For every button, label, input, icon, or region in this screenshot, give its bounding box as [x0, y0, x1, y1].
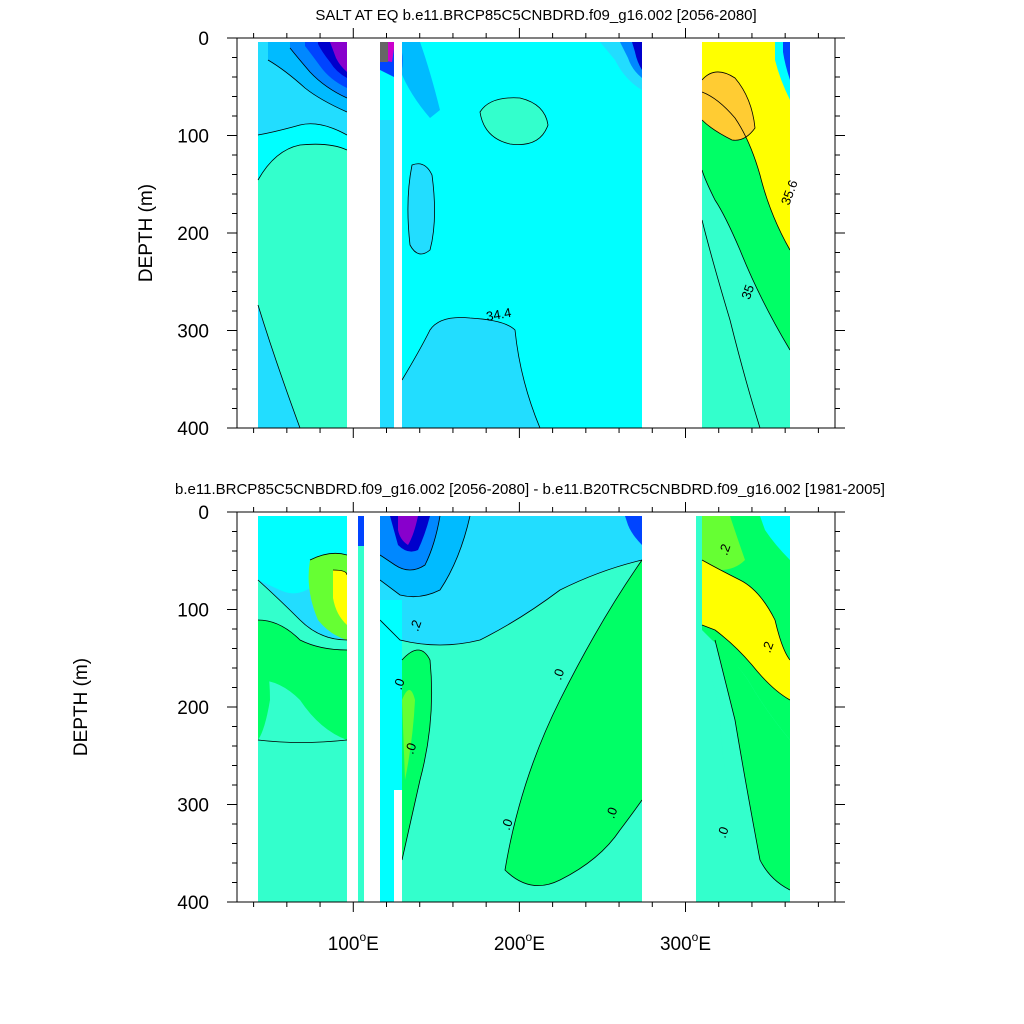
ytick-label: 300 — [177, 322, 209, 343]
panel2-contour-labels: .2 .2 .2 .0 .0 .0 .0 .0 .0 — [390, 542, 777, 840]
contour-label: .0 — [402, 741, 420, 756]
panel2-ylabel: DEPTH (m) — [71, 658, 92, 756]
ytick-label: 400 — [177, 419, 209, 440]
ytick-label: 400 — [177, 893, 209, 914]
ytick-label: 100 — [177, 601, 209, 622]
panel2-ytick-labels: 0 100 200 300 400 — [177, 503, 209, 914]
ytick-label: 0 — [198, 503, 209, 524]
contour-label: .0 — [603, 805, 621, 820]
panel1-ylabel: DEPTH (m) — [136, 184, 157, 282]
ytick-label: 200 — [177, 698, 209, 719]
panel1-ytick-labels: 0 100 200 300 400 — [177, 29, 209, 440]
panel-salinity: SALT AT EQ b.e11.BRCP85C5CNBDRD.f09_g16.… — [136, 7, 845, 440]
ytick-label: 200 — [177, 224, 209, 245]
contour-label: .2 — [759, 639, 777, 654]
panel2-title: b.e11.BRCP85C5CNBDRD.f09_g16.002 [2056-2… — [175, 481, 885, 498]
xtick-label: 100oE — [328, 930, 379, 955]
contour-label: .0 — [714, 825, 732, 840]
panel2-field — [257, 515, 835, 902]
contour-label: .0 — [390, 676, 408, 691]
panel2-ticks — [227, 502, 845, 912]
xtick-label: 200oE — [494, 930, 545, 955]
ytick-label: 0 — [198, 29, 209, 50]
panel1-title: SALT AT EQ b.e11.BRCP85C5CNBDRD.f09_g16.… — [315, 7, 756, 24]
contour-label: .2 — [716, 542, 734, 557]
contour-label: .0 — [549, 667, 567, 682]
contour-label: 35 — [738, 283, 757, 302]
contour-label: .2 — [407, 618, 425, 633]
ytick-label: 300 — [177, 796, 209, 817]
xtick-label: 300oE — [660, 930, 711, 955]
ytick-label: 100 — [177, 127, 209, 148]
panel1-ticks — [227, 28, 845, 438]
contour-label: 34.4 — [485, 305, 513, 324]
panel2-xtick-labels: 100oE 200oE 300oE — [328, 930, 711, 955]
contour-label: .0 — [498, 817, 516, 832]
panel-difference: b.e11.BRCP85C5CNBDRD.f09_g16.002 [2056-2… — [71, 481, 885, 955]
panel1-field — [257, 42, 835, 428]
